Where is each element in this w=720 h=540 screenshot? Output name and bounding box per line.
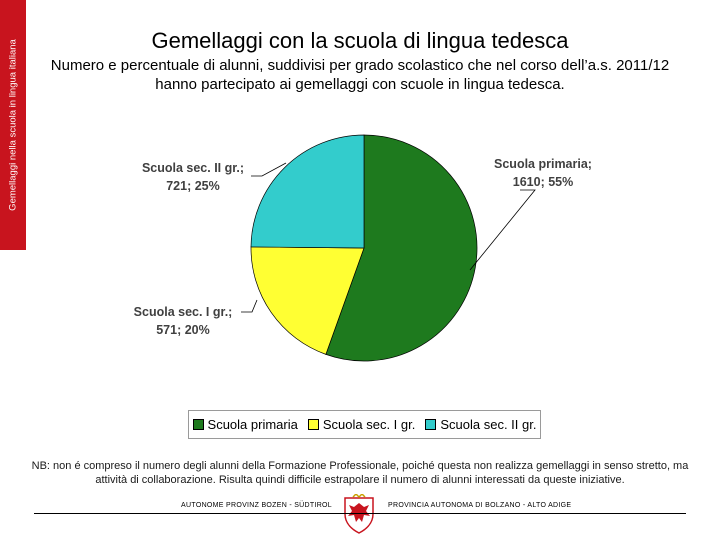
chart-legend: Scuola primaria Scuola sec. I gr. Scuola… bbox=[188, 410, 541, 439]
legend-label-sec1: Scuola sec. I gr. bbox=[322, 417, 416, 432]
legend-swatch-sec2 bbox=[425, 419, 437, 430]
chart-title: Gemellaggi con la scuola di lingua tedes… bbox=[151, 28, 569, 53]
pie-slice-sec1 bbox=[250, 246, 365, 355]
pie-slice-sec2 bbox=[250, 134, 365, 249]
legend-item-primaria: Scuola primaria bbox=[192, 417, 298, 432]
data-label-sec2-name: Scuola sec. II gr.; bbox=[142, 161, 244, 175]
legend-swatch-sec1 bbox=[307, 419, 319, 430]
data-label-primaria-name: Scuola primaria; bbox=[494, 157, 592, 171]
data-label-sec1-name: Scuola sec. I gr.; bbox=[134, 305, 233, 319]
legend-item-sec1: Scuola sec. I gr. bbox=[307, 417, 416, 432]
legend-label-sec2: Scuola sec. II gr. bbox=[440, 417, 537, 432]
coat-of-arms-icon bbox=[344, 494, 374, 534]
data-label-sec1-value: 571; 20% bbox=[156, 323, 210, 337]
data-label-sec2-value: 721; 25% bbox=[166, 179, 220, 193]
leader-line-primaria bbox=[469, 189, 536, 271]
footer-right-text: PROVINCIA AUTONOMA DI BOLZANO - ALTO ADI… bbox=[388, 502, 572, 509]
legend-label-primaria: Scuola primaria bbox=[207, 417, 298, 432]
footer-left-text: AUTONOME PROVINZ BOZEN - SÜDTIROL bbox=[181, 502, 332, 509]
data-label-primaria-value: 1610; 55% bbox=[513, 175, 573, 189]
legend-swatch-primaria bbox=[192, 419, 204, 430]
legend-item-sec2: Scuola sec. II gr. bbox=[425, 417, 536, 432]
leader-line-sec1 bbox=[241, 299, 258, 313]
side-band: Gemellaggi nella scuola in lingua italia… bbox=[0, 0, 26, 250]
pie-slice-primaria bbox=[325, 134, 478, 362]
chart-subtitle: Numero e percentuale di alunni, suddivis… bbox=[50, 57, 670, 93]
footnote: NB: non é compreso il numero degli alunn… bbox=[31, 460, 689, 486]
pie-chart: Scuola primaria; 1610; 55% Scuola sec. I g… bbox=[134, 134, 592, 362]
leader-line-sec2 bbox=[251, 162, 287, 177]
footer-divider bbox=[34, 513, 686, 514]
